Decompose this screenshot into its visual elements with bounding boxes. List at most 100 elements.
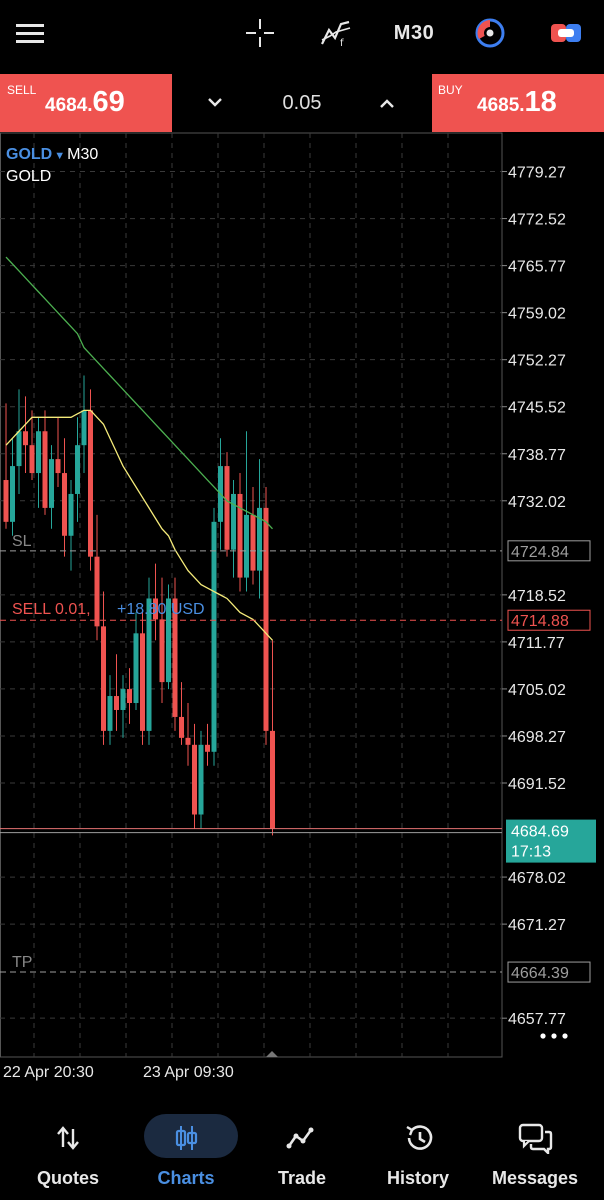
svg-text:f: f (340, 38, 344, 48)
candle-body (114, 696, 119, 710)
candle-body (205, 744, 210, 752)
y-axis-label: 4698.27 (508, 729, 566, 746)
chart-shift-marker (266, 1051, 278, 1057)
crosshair-button[interactable] (238, 10, 282, 56)
candle-body (16, 431, 22, 467)
sell-button[interactable]: SELL 4684.69 (0, 74, 172, 132)
nav-messages-label: Messages (491, 1168, 579, 1188)
volume-increase-button[interactable] (370, 88, 404, 118)
chevron-down-icon (208, 98, 222, 107)
hamburger-menu-icon (16, 24, 44, 43)
nav-history-label: History (386, 1168, 449, 1188)
order-label: SELL 0.01, (12, 601, 91, 618)
candle-body (211, 521, 217, 752)
volume-value[interactable]: 0.05 (282, 92, 322, 114)
level-price-box (507, 961, 591, 983)
candle-body (185, 737, 191, 745)
price-chart[interactable]: 4779.27 4772.52 4765.77 4759.02 4752.27 4745.… (0, 132, 604, 1058)
bottom-navigation: Quotes Charts Trade History (0, 1100, 604, 1200)
y-axis-label: 4711.77 (508, 635, 565, 652)
y-axis-label: 4779.27 (508, 165, 566, 182)
candle-body (257, 507, 262, 571)
candlestick-chart-icon (175, 1126, 198, 1150)
y-axis-label: 4705.02 (508, 682, 566, 699)
candle-body (94, 556, 100, 627)
buy-price-pips: 18 (524, 86, 557, 118)
top-toolbar: f M30 (0, 0, 604, 72)
quotes-arrows-icon (57, 1126, 79, 1150)
one-click-trade-panel: SELL 4684.69 0.05 BUY 4685.18 (0, 74, 604, 132)
nav-history[interactable]: History (358, 1112, 478, 1190)
candle-body (10, 466, 15, 522)
y-axis-label: 4678.02 (508, 870, 566, 887)
y-axis-label: 4765.77 (508, 259, 566, 276)
candle-body (3, 480, 9, 522)
nav-messages[interactable]: Messages (475, 1112, 595, 1190)
volume-decrease-button[interactable] (198, 88, 232, 118)
candle-body (36, 431, 41, 474)
trade-line-icon (286, 1127, 314, 1149)
candle-body (172, 598, 178, 717)
candle-body (29, 445, 35, 474)
candle-body (153, 598, 158, 620)
candlestick-chart[interactable]: 4779.27 4772.52 4765.77 4759.02 4752.27 4745.… (0, 132, 604, 1058)
moving-average-slow (5, 256, 273, 530)
candle-body (192, 744, 197, 815)
nav-trade[interactable]: Trade (242, 1112, 362, 1190)
y-axis-label: 4759.02 (508, 306, 566, 323)
candle-body (159, 619, 165, 683)
chevron-up-icon (380, 99, 394, 108)
candle-body (224, 466, 230, 550)
buy-price-main: 4685. (477, 95, 525, 116)
candle-body (231, 493, 236, 550)
buy-price: 4685.18 (477, 86, 557, 119)
candle-body (101, 626, 106, 731)
one-click-trading-button[interactable] (544, 10, 588, 56)
candle-body (166, 598, 171, 683)
candle-body (75, 445, 80, 494)
nav-charts[interactable]: Charts (126, 1112, 246, 1190)
messages-chat-icon (518, 1123, 553, 1154)
candle-body (55, 459, 61, 474)
timeframe-button[interactable]: M30 (386, 10, 442, 56)
candle-body (68, 493, 74, 536)
candle-body (244, 514, 249, 578)
level-price-label: 4714.88 (511, 613, 569, 630)
level-price-label: 4724.84 (511, 544, 569, 561)
candle-body (120, 689, 126, 710)
candle-timer-label: 17:13 (511, 844, 551, 861)
y-axis-label: 4691.52 (508, 776, 566, 793)
order-profit-label: +18.80 USD (117, 601, 205, 618)
candle-body (250, 514, 256, 571)
volume-control: 0.05 (172, 74, 432, 132)
candle-body (133, 633, 139, 704)
one-click-trading-icon (551, 24, 581, 42)
y-axis-label: 4738.77 (508, 447, 566, 464)
level-price-box (507, 609, 591, 631)
candle-body (62, 473, 67, 536)
x-axis-label: 22 Apr 20:30 (3, 1064, 94, 1081)
candle-body (270, 730, 275, 829)
level-name-label: TP (12, 954, 32, 971)
more-options-button[interactable] (536, 1026, 576, 1046)
candle-body (81, 410, 87, 446)
candle-body (237, 493, 243, 578)
candle-body (88, 410, 93, 557)
objects-button[interactable] (468, 10, 512, 56)
menu-button[interactable] (8, 10, 52, 56)
candle-body (107, 696, 113, 731)
nav-quotes[interactable]: Quotes (8, 1112, 128, 1190)
current-price-box (506, 819, 596, 863)
y-axis-label: 4657.77 (508, 1011, 566, 1028)
history-clock-icon (406, 1125, 433, 1150)
buy-button[interactable]: BUY 4685.18 (432, 74, 604, 132)
y-axis-label: 4718.52 (508, 588, 566, 605)
candle-body (263, 507, 269, 731)
chart-symbol-header[interactable]: GOLD ▼ M30 (6, 146, 98, 164)
candle-body (198, 744, 204, 815)
indicators-button[interactable]: f (314, 10, 358, 56)
candle-body (146, 598, 152, 731)
nav-quotes-label: Quotes (36, 1168, 99, 1188)
candle-body (23, 431, 28, 446)
timeframe-label: M30 (393, 21, 435, 44)
